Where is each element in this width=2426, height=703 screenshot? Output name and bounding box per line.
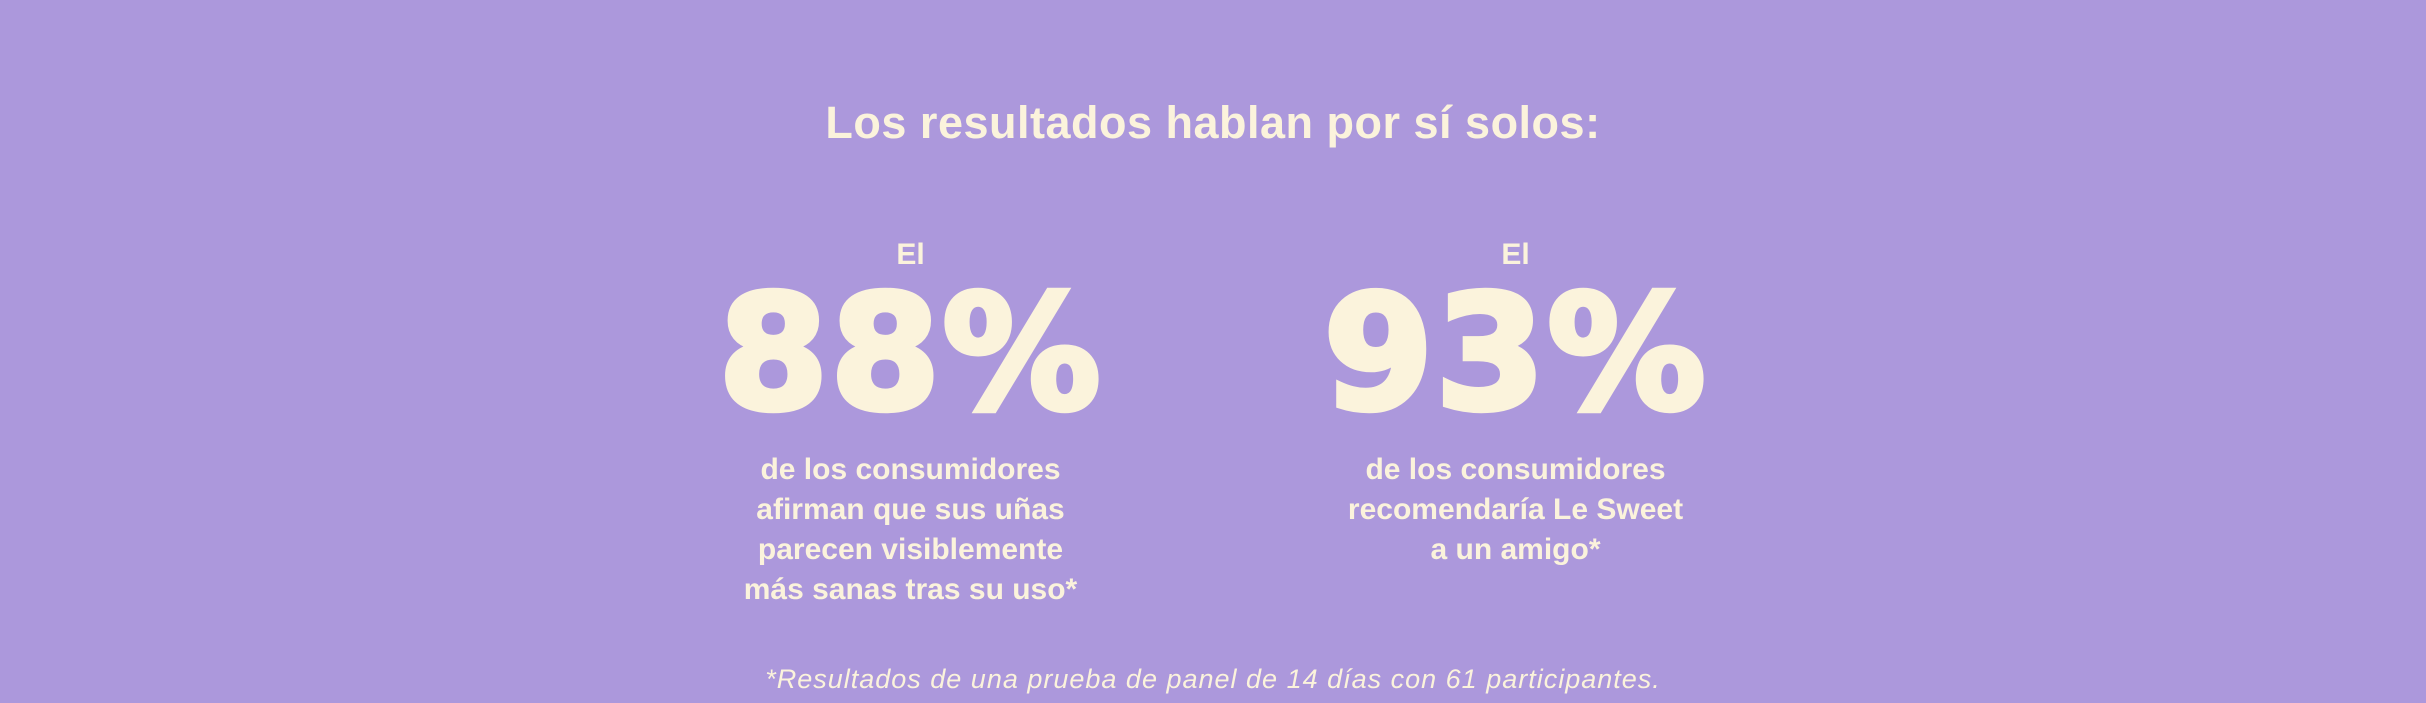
stat-description: de los consumidores afirman que sus uñas… — [744, 450, 1078, 610]
stats-row: El 88% de los consumidores afirman que s… — [681, 240, 1746, 610]
stat-prefix: El — [1501, 238, 1530, 272]
stat-description-line: más sanas tras su uso* — [743, 573, 1078, 607]
stat-description-line: a un amigo* — [1430, 533, 1601, 567]
banner-title: Los resultados hablan por sí solos: — [825, 97, 1601, 148]
stat-item-recommend-le-sweet: El 93% de los consumidores recomendaría … — [1286, 240, 1746, 610]
stat-description-line: afirman que sus uñas — [756, 493, 1065, 527]
stat-value-93-percent: 93% — [1320, 262, 1708, 447]
stat-description-line: de los consumidores — [760, 453, 1061, 487]
stat-description-line: recomendaría Le Sweet — [1347, 493, 1684, 527]
stat-item-healthier-nails: El 88% de los consumidores afirman que s… — [681, 240, 1141, 610]
stat-value-88-percent: 88% — [715, 262, 1103, 447]
stat-description-line: de los consumidores — [1365, 453, 1666, 487]
stat-prefix: El — [896, 238, 925, 272]
stat-description: de los consumidores recomendaría Le Swee… — [1348, 450, 1683, 570]
stat-description-line: parecen visiblemente — [757, 533, 1064, 567]
banner-footnote: *Resultados de una prueba de panel de 14… — [765, 664, 1661, 695]
